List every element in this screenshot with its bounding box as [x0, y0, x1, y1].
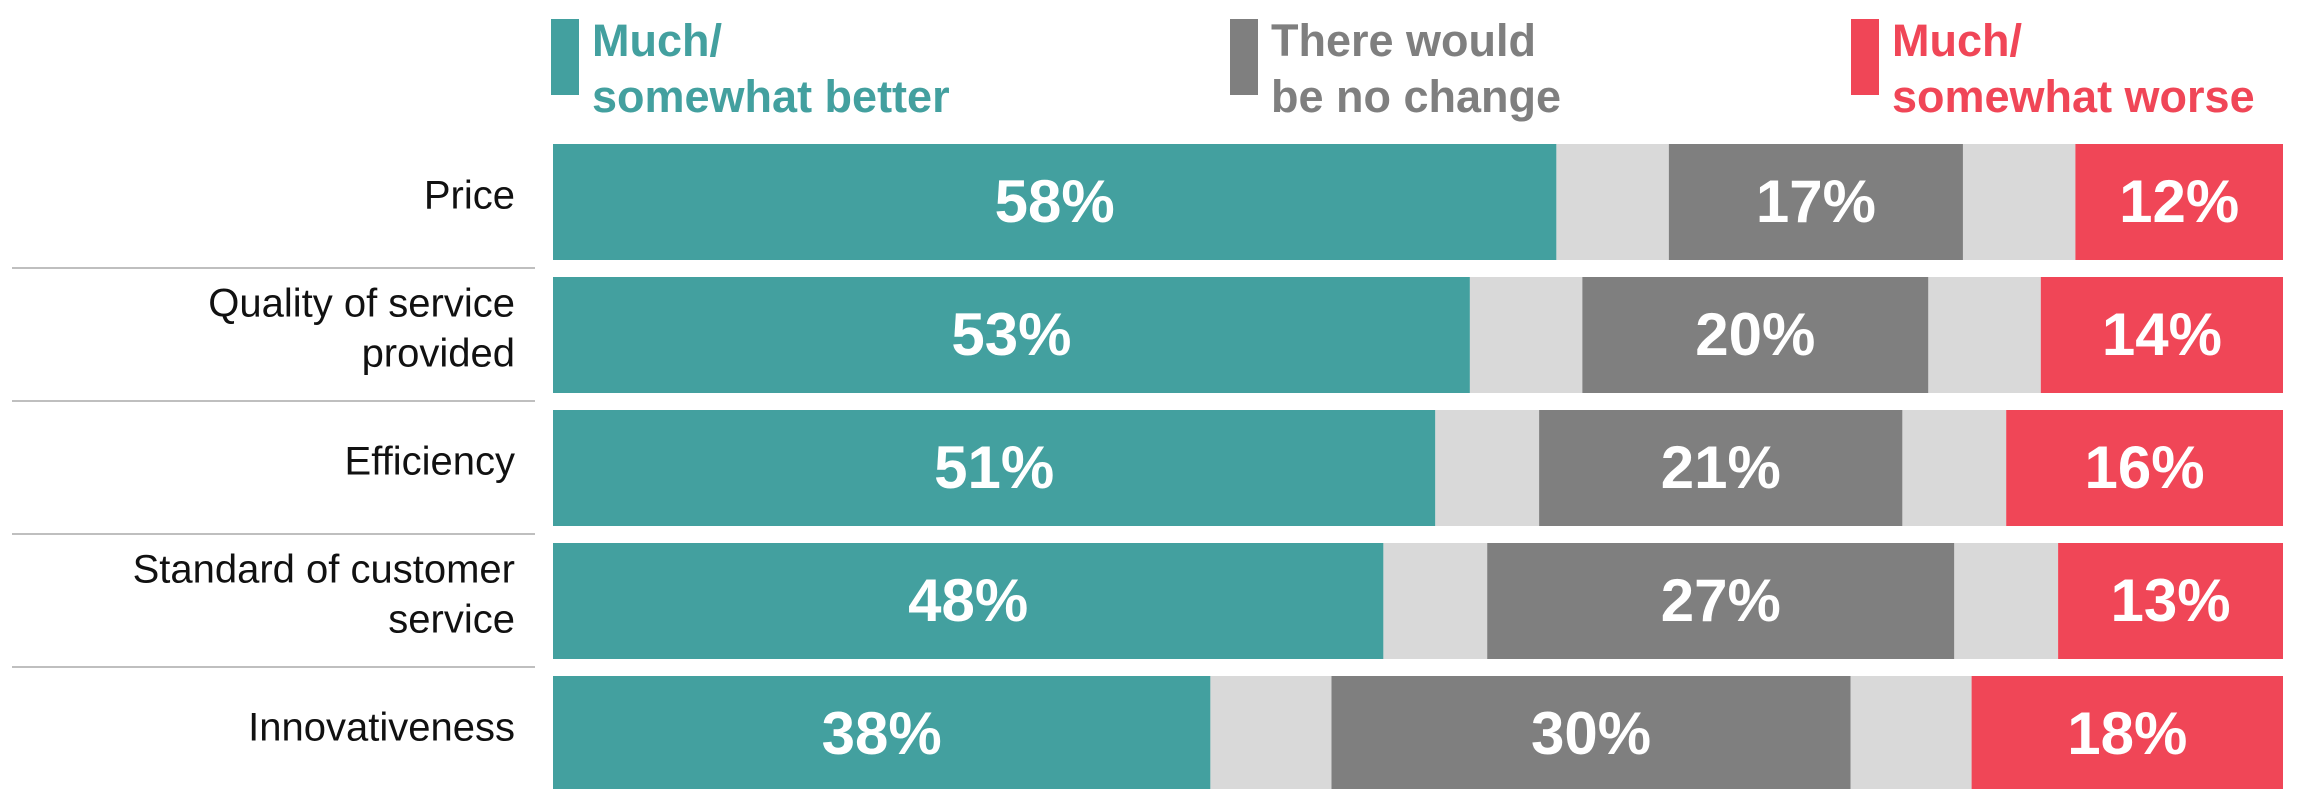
data-label: 30% — [1531, 700, 1651, 767]
data-label: 21% — [1661, 434, 1781, 501]
category-label: provided — [362, 332, 515, 376]
legend-swatch-2 — [1851, 19, 1879, 95]
data-label: 16% — [2085, 434, 2205, 501]
data-label: 48% — [908, 567, 1028, 634]
data-label: 38% — [822, 700, 942, 767]
category-label: Standard of customer — [133, 548, 515, 592]
data-label: 13% — [2111, 567, 2231, 634]
data-label: 58% — [995, 168, 1115, 235]
category-label: service — [388, 598, 515, 642]
bar-remainder — [1210, 676, 1331, 789]
data-label: 17% — [1756, 168, 1876, 235]
bar-remainder — [1470, 277, 1582, 393]
data-label: 12% — [2119, 168, 2239, 235]
data-label: 53% — [951, 301, 1071, 368]
legend-label-1: There would — [1271, 15, 1536, 66]
bar-remainder — [1435, 410, 1539, 526]
bar-remainder — [1963, 144, 2075, 260]
legend-swatch-1 — [1230, 19, 1258, 95]
legend-label-2: somewhat worse — [1892, 71, 2255, 122]
data-label: 14% — [2102, 301, 2222, 368]
category-label: Innovativeness — [248, 706, 515, 750]
data-label: 18% — [2067, 700, 2187, 767]
bar-remainder — [1556, 144, 1668, 260]
legend-label-1: be no change — [1271, 71, 1561, 122]
bar-remainder — [1383, 543, 1487, 659]
bar-remainder — [1902, 410, 2006, 526]
data-label: 20% — [1695, 301, 1815, 368]
bar-remainder — [1928, 277, 2040, 393]
bar-remainder — [1954, 543, 2058, 659]
data-label: 51% — [934, 434, 1054, 501]
legend-label-0: Much/ — [592, 15, 722, 66]
category-label: Quality of service — [208, 282, 515, 326]
category-label: Price — [424, 174, 515, 218]
chart-rows: 58% 17% 12% Price 53% 20% 14% Quality of servic… — [12, 144, 2283, 789]
legend-label-0: somewhat better — [592, 71, 950, 122]
bar-remainder — [1851, 676, 1972, 789]
legend-label-2: Much/ — [1892, 15, 2022, 66]
category-label: Efficiency — [345, 440, 515, 484]
data-label: 27% — [1661, 567, 1781, 634]
legend-swatch-0 — [551, 19, 579, 95]
